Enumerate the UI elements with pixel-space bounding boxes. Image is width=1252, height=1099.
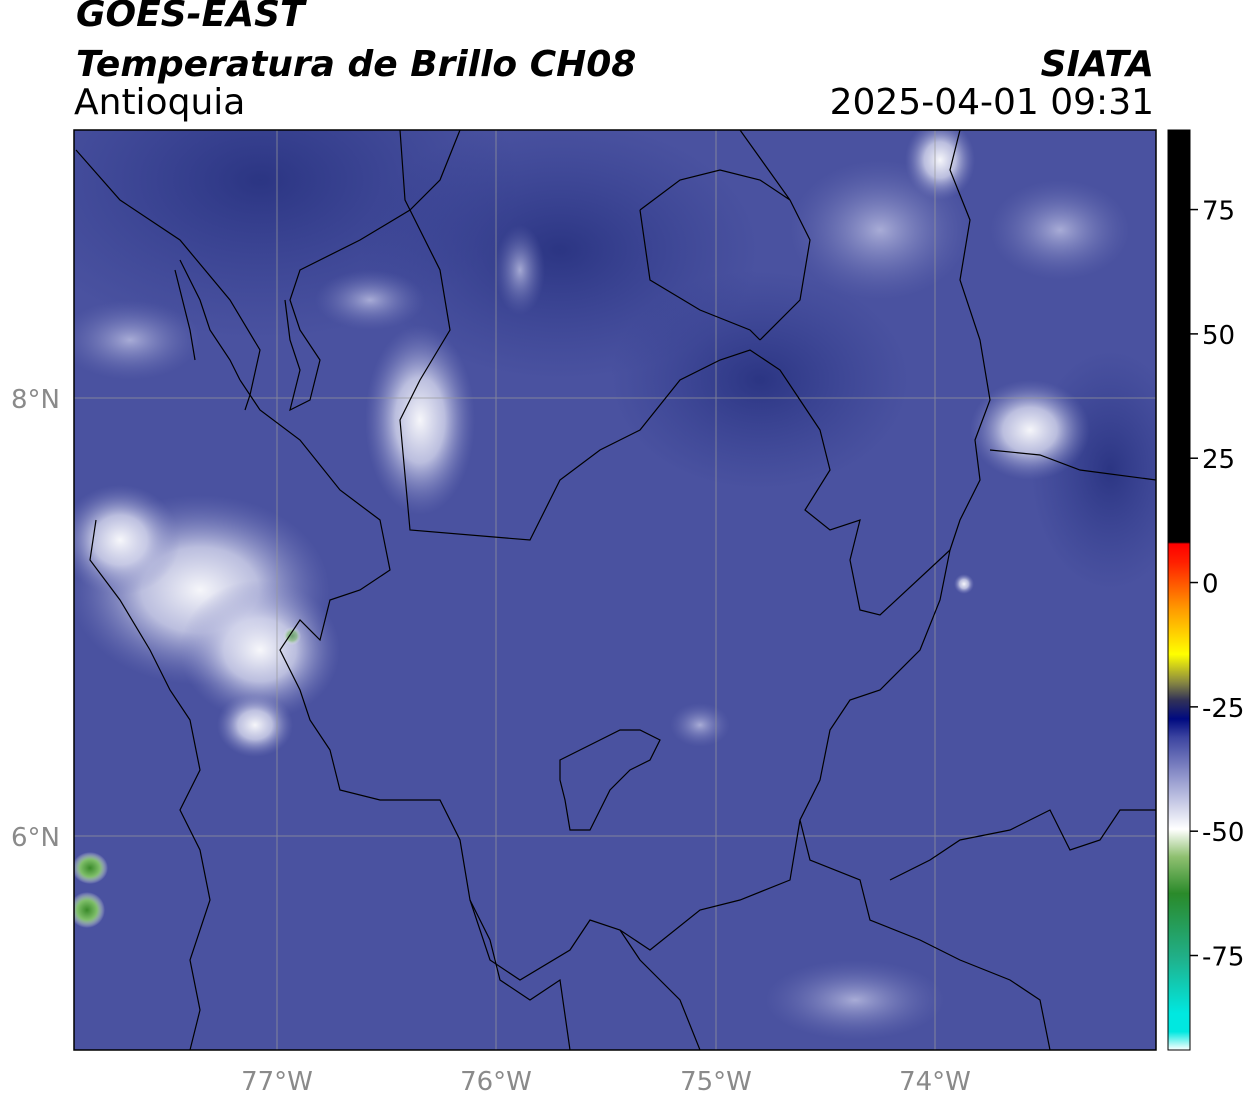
satellite-field <box>74 130 1156 1050</box>
timestamp-label: 2025-04-01 09:31 <box>829 82 1154 123</box>
eastern-border <box>949 130 1156 551</box>
boundaries <box>75 130 1156 1050</box>
colorbar-tick-label: 25 <box>1202 445 1235 475</box>
medellin-area <box>559 729 661 831</box>
cordoba-border <box>639 130 811 341</box>
caldas-border <box>469 899 701 1050</box>
colorbar-ramp <box>1167 129 1191 1051</box>
colorbar-tick-label: -50 <box>1202 818 1244 848</box>
colorbar-tick-label: -75 <box>1202 943 1244 973</box>
lat-label-6n: 6°N <box>11 823 60 853</box>
colorbar-tick-label: -25 <box>1202 694 1244 724</box>
lat-label-8n: 8°N <box>11 385 60 415</box>
product-title: Temperatura de Brillo CH08 <box>76 44 637 85</box>
map-frame <box>73 129 1157 1051</box>
colorbar-tick-label: 75 <box>1202 197 1235 227</box>
lon-label-75w: 75°W <box>680 1067 752 1097</box>
lon-label-76w: 76°W <box>460 1067 532 1097</box>
lon-label-77w: 77°W <box>241 1067 313 1097</box>
colorbar-tick-label: 0 <box>1202 570 1219 600</box>
region-label: Antioquia <box>74 82 246 123</box>
lon-label-74w: 74°W <box>899 1067 971 1097</box>
organization-label: SIATA <box>1040 44 1154 85</box>
antioquia-border <box>239 130 951 981</box>
choco-border <box>89 519 211 1050</box>
santander-border <box>799 809 1156 1050</box>
colorbar-ticks: 75 50 25 0 -25 -50 -75 <box>1190 197 1244 973</box>
colorbar: 75 50 25 0 -25 -50 -75 <box>1167 129 1244 1051</box>
satellite-title: GOES-EAST <box>76 0 305 35</box>
colorbar-tick-label: 50 <box>1202 321 1235 351</box>
panama-border <box>174 259 241 381</box>
graticule <box>74 130 1156 1050</box>
